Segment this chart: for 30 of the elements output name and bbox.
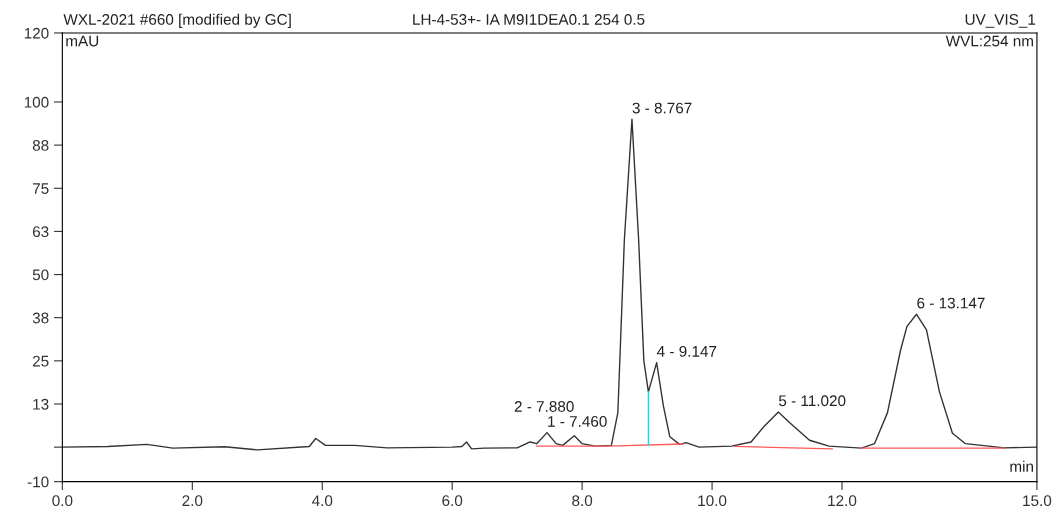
x-tick-label: 2.0 [182,495,203,507]
x-tick-label: 8.0 [572,495,593,507]
x-tick-label: 6.0 [442,495,463,507]
y-tick-label: 75 [32,183,49,194]
annotation: 3 - 8.767 [632,102,692,114]
y-tick-label: 38 [32,312,49,324]
y-axis-title: mAU [66,35,99,47]
y-tick-label: -10 [27,476,49,488]
annotation: 5 - 11.020 [778,395,846,407]
x-tick-label: 0.0 [52,495,73,507]
x-tick-label: 12.0 [828,495,857,507]
chart-subtitle: LH-4-53+- IA M9I1DEA0.1 254 0.5 [413,14,645,25]
annotation: WVL:254 nm [945,35,1033,47]
annotation: 6 - 13.147 [917,297,985,309]
annotation: 2 - 7.880 [514,401,574,412]
y-tick-label: 120 [24,27,49,39]
y-tick-label: 88 [32,140,49,151]
chart-title: WXL-2021 #660 [modified by GC] [63,13,291,28]
x-axis-title: min [1010,460,1033,472]
y-tick-label: 100 [24,96,49,108]
y-tick-label: 25 [32,355,49,367]
y-tick-label: 13 [33,398,49,410]
y-tick-label: 63 [32,226,49,238]
y-tick-label: 50 [32,269,49,281]
annotation: 1 - 7.460 [548,416,607,427]
annotation: 4 - 9.147 [657,345,717,357]
x-tick-label: 15.0 [1023,495,1052,507]
text: UV_VIS_1 [965,14,1036,28]
x-tick-label: 4.0 [311,495,333,507]
x-tick-label: 10.0 [698,495,727,507]
